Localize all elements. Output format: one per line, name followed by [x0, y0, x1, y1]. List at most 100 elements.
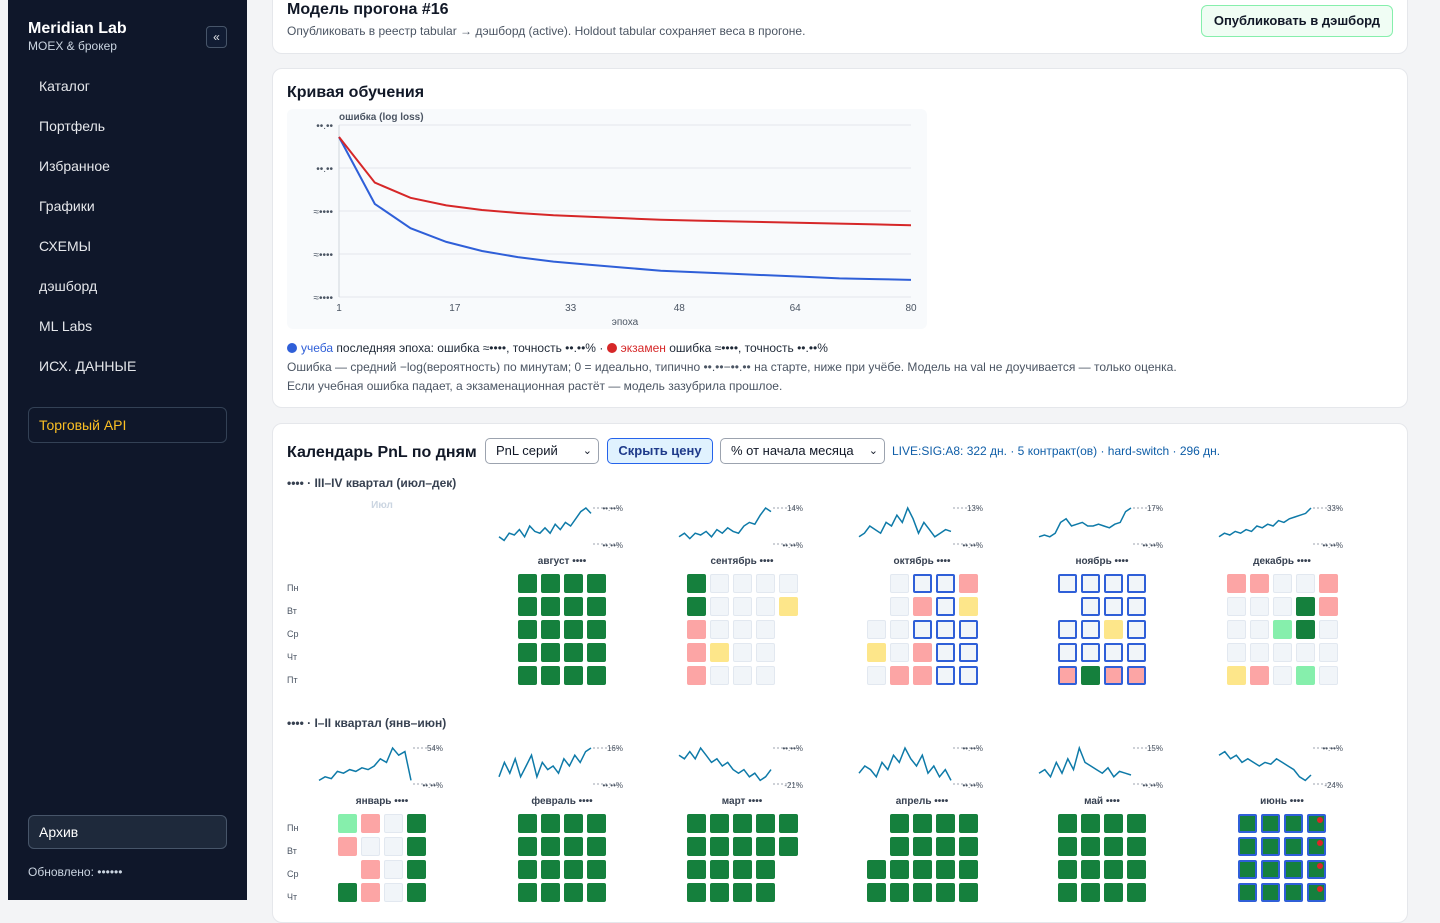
day-cell[interactable]	[958, 597, 978, 616]
day-cell[interactable]	[686, 597, 706, 616]
day-cell[interactable]	[732, 860, 752, 879]
day-cell[interactable]	[732, 620, 752, 639]
day-cell[interactable]	[755, 837, 775, 856]
day-cell[interactable]	[686, 574, 706, 593]
day-cell[interactable]	[778, 574, 798, 593]
day-cell[interactable]	[935, 814, 955, 833]
day-cell[interactable]	[587, 597, 606, 616]
day-cell[interactable]	[1307, 814, 1326, 833]
sidebar-item-source-data[interactable]: ИСХ. ДАННЫЕ	[39, 358, 137, 374]
day-cell[interactable]	[541, 643, 560, 662]
day-cell[interactable]	[1307, 883, 1326, 902]
day-cell[interactable]	[1081, 837, 1100, 856]
day-cell[interactable]	[1261, 883, 1280, 902]
day-cell[interactable]	[564, 666, 583, 685]
day-cell[interactable]	[1272, 643, 1292, 662]
day-cell[interactable]	[1226, 643, 1246, 662]
day-cell[interactable]	[709, 860, 729, 879]
day-cell[interactable]	[778, 597, 798, 616]
day-cell[interactable]	[686, 620, 706, 639]
day-cell[interactable]	[755, 666, 775, 685]
day-cell[interactable]	[361, 837, 380, 856]
day-cell[interactable]	[1249, 574, 1269, 593]
day-cell[interactable]	[709, 597, 729, 616]
day-cell[interactable]	[1261, 837, 1280, 856]
day-cell[interactable]	[935, 837, 955, 856]
day-cell[interactable]	[1081, 597, 1100, 616]
day-cell[interactable]	[1081, 643, 1100, 662]
day-cell[interactable]	[732, 597, 752, 616]
day-cell[interactable]	[1058, 837, 1077, 856]
day-cell[interactable]	[889, 814, 909, 833]
day-cell[interactable]	[1261, 814, 1280, 833]
day-cell[interactable]	[1318, 666, 1338, 685]
day-cell[interactable]	[958, 620, 978, 639]
day-cell[interactable]	[1249, 597, 1269, 616]
day-cell[interactable]	[564, 620, 583, 639]
day-cell[interactable]	[541, 883, 560, 902]
day-cell[interactable]	[1272, 574, 1292, 593]
sidebar-item-schemes[interactable]: СХЕМЫ	[39, 238, 92, 254]
day-cell[interactable]	[587, 860, 606, 879]
day-cell[interactable]	[889, 666, 909, 685]
day-cell[interactable]	[1127, 883, 1146, 902]
day-cell[interactable]	[518, 814, 537, 833]
day-cell[interactable]	[1104, 574, 1123, 593]
day-cell[interactable]	[518, 860, 537, 879]
day-cell[interactable]	[1127, 643, 1146, 662]
day-cell[interactable]	[958, 666, 978, 685]
day-cell[interactable]	[1261, 860, 1280, 879]
day-cell[interactable]	[518, 837, 537, 856]
day-cell[interactable]	[1058, 814, 1077, 833]
day-cell[interactable]	[1295, 574, 1315, 593]
day-cell[interactable]	[518, 597, 537, 616]
day-cell[interactable]	[1104, 643, 1123, 662]
day-cell[interactable]	[686, 666, 706, 685]
day-cell[interactable]	[732, 837, 752, 856]
sidebar-item-charts[interactable]: Графики	[39, 198, 95, 214]
day-cell[interactable]	[958, 643, 978, 662]
day-cell[interactable]	[958, 574, 978, 593]
day-cell[interactable]	[1058, 666, 1077, 685]
day-cell[interactable]	[1307, 860, 1326, 879]
day-cell[interactable]	[755, 597, 775, 616]
day-cell[interactable]	[1249, 620, 1269, 639]
day-cell[interactable]	[587, 814, 606, 833]
day-cell[interactable]	[1272, 666, 1292, 685]
day-cell[interactable]	[541, 837, 560, 856]
day-cell[interactable]	[1127, 837, 1146, 856]
day-cell[interactable]	[732, 643, 752, 662]
day-cell[interactable]	[732, 574, 752, 593]
day-cell[interactable]	[1081, 666, 1100, 685]
day-cell[interactable]	[686, 643, 706, 662]
day-cell[interactable]	[338, 814, 357, 833]
day-cell[interactable]	[361, 814, 380, 833]
day-cell[interactable]	[518, 666, 537, 685]
day-cell[interactable]	[1295, 597, 1315, 616]
day-cell[interactable]	[541, 860, 560, 879]
day-cell[interactable]	[1058, 643, 1077, 662]
day-cell[interactable]	[1318, 643, 1338, 662]
day-cell[interactable]	[1058, 860, 1077, 879]
day-cell[interactable]	[958, 860, 978, 879]
day-cell[interactable]	[1127, 814, 1146, 833]
day-cell[interactable]	[889, 837, 909, 856]
day-cell[interactable]	[384, 837, 403, 856]
range-select[interactable]: % от начала месяца ⌄	[720, 438, 885, 464]
day-cell[interactable]	[338, 883, 357, 902]
day-cell[interactable]	[889, 883, 909, 902]
day-cell[interactable]	[1238, 814, 1257, 833]
day-cell[interactable]	[755, 574, 775, 593]
day-cell[interactable]	[1104, 814, 1123, 833]
day-cell[interactable]	[1127, 574, 1146, 593]
day-cell[interactable]	[407, 883, 426, 902]
archive-button[interactable]: Архив	[28, 815, 227, 849]
day-cell[interactable]	[361, 860, 380, 879]
day-cell[interactable]	[866, 620, 886, 639]
day-cell[interactable]	[1238, 860, 1257, 879]
publish-dashboard-button[interactable]: Опубликовать в дэшборд	[1200, 5, 1393, 37]
day-cell[interactable]	[1295, 666, 1315, 685]
day-cell[interactable]	[866, 883, 886, 902]
day-cell[interactable]	[1249, 666, 1269, 685]
day-cell[interactable]	[1081, 883, 1100, 902]
